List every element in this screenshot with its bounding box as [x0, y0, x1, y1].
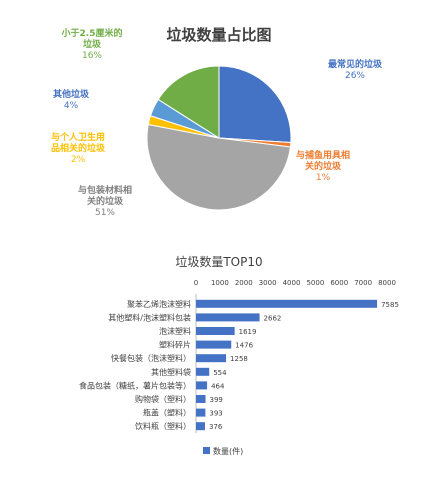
pie-label-line: 垃圾 [83, 38, 102, 50]
x-tick-label: 4000 [283, 279, 301, 287]
pie-slice-2 [146, 123, 291, 211]
bar [196, 408, 206, 417]
bar [196, 354, 227, 363]
pie-label-line: 与捕鱼用具相 [296, 149, 350, 161]
data-label: 399 [210, 396, 223, 404]
category-label: 饮料瓶（塑料） [135, 421, 191, 431]
data-label: 393 [209, 410, 222, 418]
data-label: 1258 [230, 355, 248, 363]
pie-percent-label: 2% [71, 155, 86, 165]
pie-slice-0 [218, 65, 292, 144]
x-tick-label: 7000 [354, 279, 372, 287]
pie-label-line: 与包装材料相 [78, 184, 132, 196]
category-label: 泡沫塑料 [159, 326, 191, 336]
pie-percent-label: 26% [345, 71, 365, 81]
x-tick-label: 1000 [211, 279, 229, 287]
pie-label-line: 关的垃圾 [87, 195, 124, 207]
pie-percent-label: 16% [82, 51, 102, 61]
category-label: 食品包装（糖纸，薯片包装等） [79, 380, 191, 390]
category-label: 快餐包装（泡沫塑料） [111, 353, 191, 363]
bar-title: 垃圾数量TOP10 [175, 254, 262, 269]
category-label: 瓶盖（塑料） [143, 408, 191, 418]
pie-chart: 垃圾数量占比图 最常见的垃圾26%与捕鱼用具相关的垃圾1%与包装材料相关的垃圾5… [51, 26, 383, 218]
bar [196, 327, 235, 335]
bar [196, 367, 210, 376]
pie-label-line: 与个人卫生用 [51, 131, 105, 143]
legend-swatch [203, 447, 210, 454]
pie-label-line: 小于2.5厘米的 [61, 27, 123, 39]
x-tick-label: 2000 [235, 279, 253, 287]
bar-chart: 垃圾数量TOP10 0 1000 2000 3000 4000 5000 6000 7000 8… [79, 254, 399, 456]
x-tick-label: 3000 [259, 279, 277, 287]
data-label: 1619 [239, 328, 257, 336]
data-label: 464 [211, 382, 225, 390]
data-label: 1476 [235, 342, 253, 350]
bar [196, 395, 206, 403]
x-tick-label: 6000 [330, 279, 348, 287]
pie-percent-label: 51% [95, 208, 115, 218]
category-label: 购物袋（塑料） [135, 394, 191, 404]
category-label: 塑料碎片 [159, 340, 191, 350]
pie-label-line: 关的垃圾 [305, 160, 342, 172]
x-tick-label: 0 [194, 279, 198, 287]
pie-label-line: 其他垃圾 [53, 88, 90, 100]
bar [196, 422, 205, 431]
bar [196, 340, 232, 349]
bar [196, 313, 260, 322]
data-label: 376 [209, 423, 223, 431]
category-label: 其他塑料袋 [151, 367, 191, 377]
bar [196, 299, 378, 308]
bar [196, 381, 208, 390]
pie-title: 垃圾数量占比图 [166, 26, 271, 44]
x-tick-label: 5000 [306, 279, 324, 287]
legend-label: 数量(件) [213, 446, 243, 456]
pie-label-line: 最常见的垃圾 [328, 58, 383, 70]
data-label: 554 [213, 369, 227, 377]
data-label: 2662 [264, 314, 282, 322]
bar-legend: 数量(件) [203, 446, 243, 456]
pie-label-line: 品相关的垃圾 [51, 142, 106, 154]
pie-slice-5 [157, 65, 220, 139]
category-label: 聚苯乙烯泡沫塑料 [127, 299, 191, 309]
category-label: 其他塑料/泡沫塑料包装 [108, 312, 191, 322]
pie-percent-label: 4% [64, 101, 79, 111]
pie-percent-label: 1% [316, 173, 331, 183]
x-tick-label: 8000 [378, 279, 396, 287]
data-label: 7585 [381, 301, 399, 309]
